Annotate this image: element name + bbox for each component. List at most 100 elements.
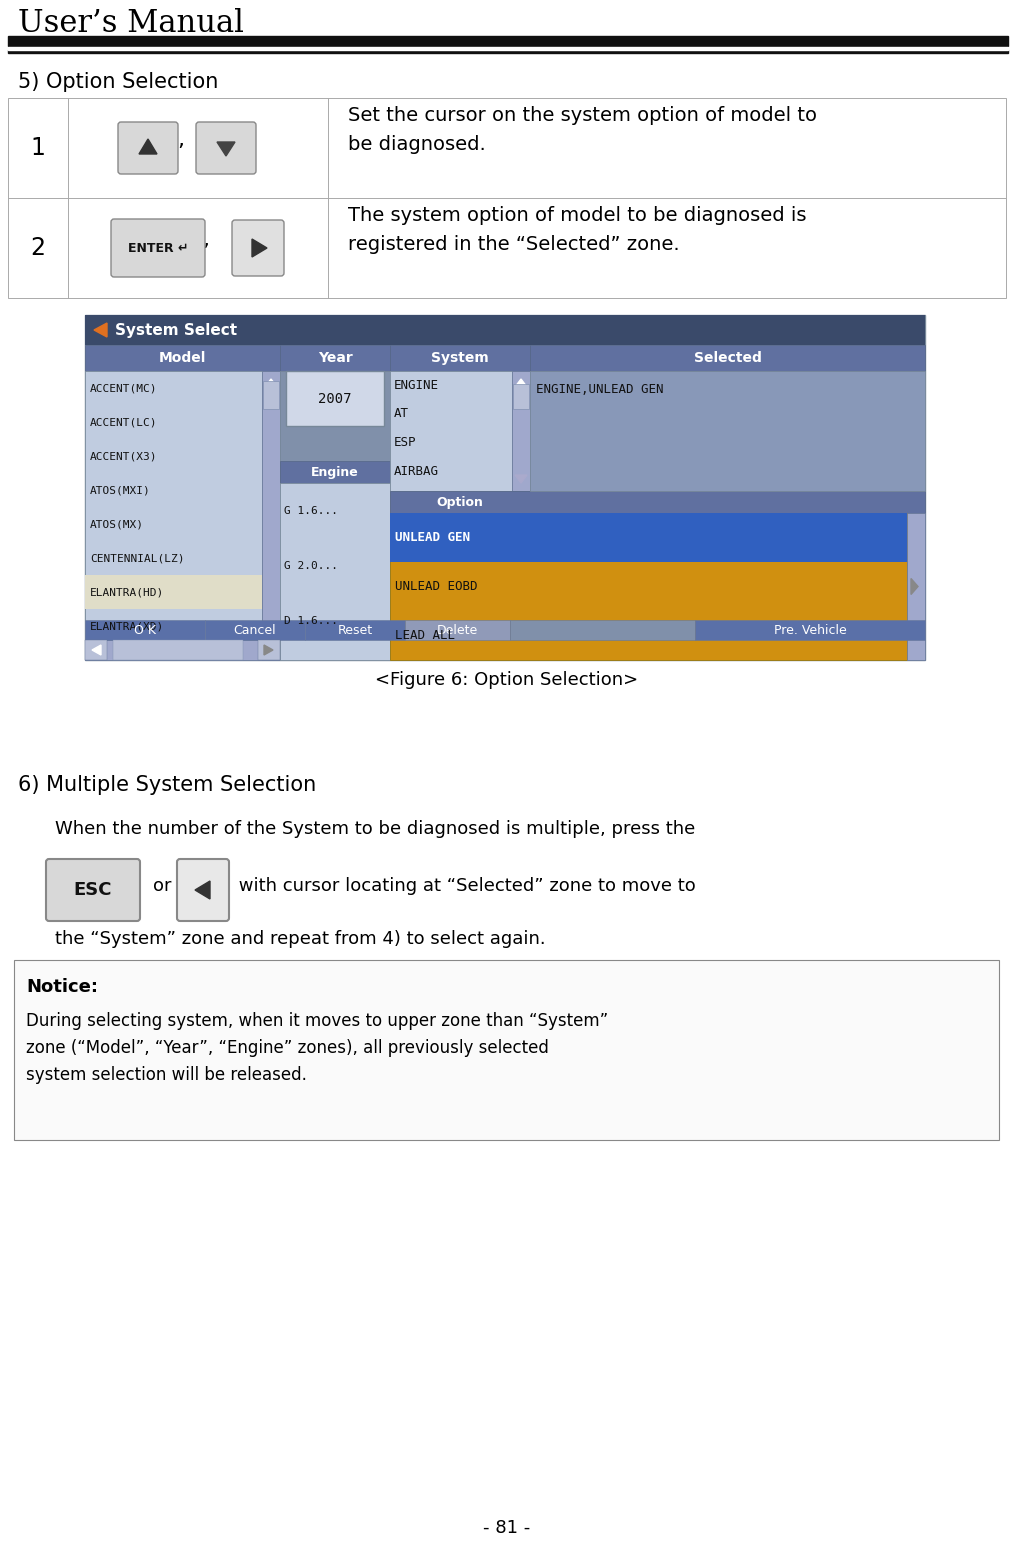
Polygon shape [264,645,273,656]
Text: <Figure 6: Option Selection>: <Figure 6: Option Selection> [376,671,638,690]
Bar [8,46,1008,49]
Text: G 2.0...: G 2.0... [284,561,338,570]
Bar [205,620,304,640]
Text: During selecting system, when it moves to upper zone than “System”
zone (“Model”: During selecting system, when it moves t… [26,1013,608,1084]
FancyBboxPatch shape [111,220,205,277]
Bar [695,620,925,640]
Bar [113,640,243,660]
Bar [85,345,280,371]
Text: Notice:: Notice: [26,979,98,996]
Text: G 1.6...: G 1.6... [284,506,338,516]
Text: ENTER ↵: ENTER ↵ [128,241,188,255]
Bar [85,371,262,660]
Bar [304,620,405,640]
Bar [280,345,390,371]
Bar [530,371,925,492]
Text: UNLEAD GEN: UNLEAD GEN [395,530,470,544]
Text: ESC: ESC [74,881,113,900]
Text: CENTENNIAL(LZ): CENTENNIAL(LZ) [90,553,185,563]
Text: 2007: 2007 [319,391,352,405]
Text: ATOS(MX): ATOS(MX) [90,519,144,529]
Text: AIRBAG: AIRBAG [394,464,439,478]
Bar [390,371,512,492]
Polygon shape [265,645,277,652]
Text: UNLEAD EOBD: UNLEAD EOBD [395,580,477,594]
FancyBboxPatch shape [46,860,140,921]
Text: ATOS(MXI): ATOS(MXI) [90,485,151,495]
Bar [280,482,390,660]
Text: ,: , [178,130,185,150]
Bar [390,492,925,513]
Text: When the number of the System to be diagnosed is multiple, press the: When the number of the System to be diag… [55,819,695,838]
Text: ENGINE,UNLEAD GEN: ENGINE,UNLEAD GEN [536,382,664,396]
Text: Engine: Engine [312,465,359,479]
Text: System: System [431,351,489,365]
Text: the “System” zone and repeat from 4) to select again.: the “System” zone and repeat from 4) to … [55,931,546,948]
Bar [8,49,1008,53]
Text: Reset: Reset [337,623,373,637]
Bar [286,371,384,427]
Bar [530,345,925,371]
Text: O K: O K [134,623,156,637]
Bar [8,36,1008,46]
Bar [258,640,280,660]
Text: ELANTRA(XD): ELANTRA(XD) [90,621,164,631]
Text: Option: Option [436,496,483,509]
Text: or: or [153,877,172,895]
Bar [513,383,529,410]
Text: ,: , [203,230,209,250]
Bar [14,960,999,1139]
Polygon shape [217,142,235,156]
Bar [280,640,298,660]
Text: AT: AT [394,407,409,421]
Bar [390,513,907,563]
Polygon shape [265,379,277,386]
Polygon shape [139,139,157,155]
Text: Model: Model [158,351,206,365]
Text: ACCENT(LC): ACCENT(LC) [90,417,157,427]
Bar [85,315,925,660]
FancyBboxPatch shape [177,860,229,921]
Text: 5) Option Selection: 5) Option Selection [18,73,218,93]
Text: ACCENT(X3): ACCENT(X3) [90,451,157,461]
Text: User’s Manual: User’s Manual [18,8,244,39]
Bar [512,371,530,492]
Text: Set the cursor on the system option of model to
be diagnosed.: Set the cursor on the system option of m… [348,107,817,155]
Bar [280,371,390,660]
Text: Cancel: Cancel [233,623,276,637]
Text: ELANTRA(HD): ELANTRA(HD) [90,587,164,597]
Text: ESP: ESP [394,436,416,448]
Polygon shape [911,578,918,595]
Bar [263,380,279,410]
Polygon shape [94,323,107,337]
Text: LEAD ALL: LEAD ALL [395,629,455,642]
Bar [280,461,390,482]
FancyBboxPatch shape [196,122,256,175]
Text: The system option of model to be diagnosed is
registered in the “Selected” zone.: The system option of model to be diagnos… [348,206,807,254]
Bar [510,620,695,640]
Text: - 81 -: - 81 - [483,1520,531,1537]
Polygon shape [252,240,267,257]
Text: 6) Multiple System Selection: 6) Multiple System Selection [18,775,317,795]
FancyBboxPatch shape [118,122,178,175]
Text: with cursor locating at “Selected” zone to move to: with cursor locating at “Selected” zone … [233,877,695,895]
Bar [390,513,907,660]
Text: Delete: Delete [436,623,478,637]
Bar [390,345,530,371]
Text: System Select: System Select [115,323,238,337]
Bar [907,513,925,660]
Text: Pre. Vehicle: Pre. Vehicle [773,623,847,637]
Text: 1: 1 [30,136,46,159]
Text: Year: Year [318,351,352,365]
Bar [85,640,280,660]
Bar [8,97,1006,298]
Text: D 1.6...: D 1.6... [284,617,338,626]
Bar [405,620,510,640]
Bar [262,371,280,660]
Text: 2: 2 [30,237,46,260]
Text: Selected: Selected [693,351,761,365]
Bar [85,315,925,345]
Bar [85,640,107,660]
Polygon shape [195,881,210,900]
Bar [85,575,262,609]
